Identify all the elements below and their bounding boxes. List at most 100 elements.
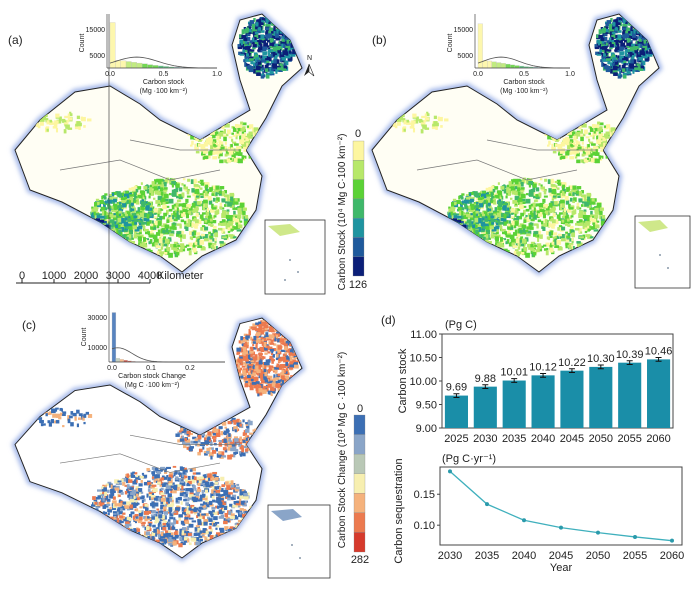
bar-data-label: 10.22 xyxy=(558,357,586,369)
bar-data-label: 9.88 xyxy=(475,373,496,385)
histogram-a: 15000 5000 0.0 0.5 1.0 Carbon stock (Mg ·100 k… xyxy=(79,14,222,95)
series-line xyxy=(449,470,673,542)
histogram-xtick: 0.0 xyxy=(105,71,115,78)
inset-south-china-sea-b xyxy=(634,215,691,289)
xtick-label: 2030 xyxy=(473,433,497,445)
data-point xyxy=(559,525,563,530)
histogram-bar xyxy=(491,61,497,69)
error-bar xyxy=(597,364,604,370)
colorbar-swatch xyxy=(352,217,365,238)
ytick-label: 10.00 xyxy=(409,376,437,388)
data-point xyxy=(522,518,526,523)
panel-label-b: (b) xyxy=(372,33,387,47)
colorbar-swatch xyxy=(353,414,366,435)
histogram-bar xyxy=(496,62,502,69)
error-bar xyxy=(453,393,460,398)
colorbar-swatch xyxy=(353,512,366,533)
unit-label: (Pg C) xyxy=(445,319,477,331)
xlabel: Year xyxy=(550,562,573,574)
ylabel: Carbon sequestration xyxy=(393,458,405,563)
bar xyxy=(647,359,671,428)
data-point xyxy=(448,469,452,474)
colorbar-swatch xyxy=(352,198,365,219)
colorbar-min: 0 xyxy=(357,403,363,415)
line-chart-carbon-sequestration: 0.10 0.15 2030 2035 2040 2045 2050 2055 2060 (Pg … xyxy=(393,453,684,574)
plot-frame xyxy=(439,466,683,546)
histogram-ytick: 15000 xyxy=(454,27,474,34)
north-arrow-icon: N xyxy=(304,55,315,77)
xtick-label: 2030 xyxy=(438,550,462,562)
histogram-xtick: 1.0 xyxy=(565,71,575,78)
xtick-label: 2025 xyxy=(444,433,468,445)
colorbar-label: Carbon Stock Change (10³ Mg C ·100 km⁻²) xyxy=(337,352,348,548)
histogram-xtick: 0.5 xyxy=(519,71,529,78)
histogram-bar xyxy=(119,359,124,363)
data-point xyxy=(596,530,600,535)
bar xyxy=(531,375,555,428)
histogram-xtick: 0.0 xyxy=(473,71,483,78)
bar-data-label: 10.46 xyxy=(645,346,673,358)
panel-label-d: (d) xyxy=(381,313,396,327)
colorbar-min: 0 xyxy=(355,128,361,140)
bar-data-label: 10.39 xyxy=(616,349,644,361)
histogram-bar xyxy=(111,312,117,363)
histogram-xtick: 1.0 xyxy=(212,71,222,78)
histogram-bar xyxy=(109,22,116,69)
histogram-xtick: 0.0 xyxy=(107,365,117,372)
histogram-ytick: 5000 xyxy=(89,53,105,60)
colorbar-swatch xyxy=(353,493,366,514)
histogram-bar xyxy=(487,60,492,69)
xtick-label: 2055 xyxy=(617,433,641,445)
error-bar xyxy=(540,372,547,378)
scale-tick-label: 0 xyxy=(19,270,25,282)
xtick-label: 2060 xyxy=(646,433,670,445)
data-point xyxy=(633,534,637,539)
histogram-xlabel: Carbon stock xyxy=(503,79,545,86)
inset-south-china-sea-a xyxy=(264,219,326,295)
colorbar-swatch xyxy=(352,179,365,200)
histogram-bar xyxy=(152,65,159,69)
data-point xyxy=(485,502,489,507)
colorbar-max: 126 xyxy=(349,279,367,291)
colorbar-label: Carbon Stock (10⁴ Mg C·100 km⁻²) xyxy=(337,134,348,291)
ytick-label: 0.15 xyxy=(414,489,435,501)
bar xyxy=(618,362,642,428)
bar xyxy=(560,370,584,428)
unit-label: (Pg C·yr⁻¹) xyxy=(442,453,496,465)
colorbar-max: 282 xyxy=(351,554,369,566)
bar xyxy=(473,386,497,428)
bar-data-label: 9.69 xyxy=(446,382,467,394)
bar xyxy=(502,380,526,428)
scale-tick-label: 2000 xyxy=(74,270,98,282)
map-carbon-stock-b xyxy=(372,14,659,272)
scale-bar: 0 1000 2000 3000 4000 Kilometer xyxy=(16,270,204,284)
bar-chart-carbon-stock: 9.00 9.50 10.00 10.50 11.00 9.69 2025 9.88 2030 1… xyxy=(397,319,674,445)
data-point xyxy=(670,538,674,543)
xtick-label: 2040 xyxy=(531,433,555,445)
histogram-bar xyxy=(125,61,132,69)
colorbar-carbon-stock-change: 0 282 Carbon Stock Change (10³ Mg C ·100… xyxy=(337,352,369,566)
histogram-bar xyxy=(505,63,511,69)
xtick-label: 2035 xyxy=(475,550,499,562)
histogram-ylabel: Count xyxy=(447,34,454,53)
histogram-xlabel: Carbon stock xyxy=(143,79,185,86)
scale-unit: Kilometer xyxy=(157,270,204,282)
histogram-xunit: (Mg ·100 km⁻²) xyxy=(500,88,548,95)
histogram-ylabel: Count xyxy=(79,34,86,53)
bar-data-label: 10.12 xyxy=(529,361,557,373)
histogram-xtick: 0.2 xyxy=(185,365,195,372)
histogram-bar xyxy=(136,62,143,69)
histogram-bar xyxy=(500,63,506,69)
error-bar xyxy=(626,360,633,366)
ytick-label: 10.50 xyxy=(409,353,437,365)
histogram-ytick: 10000 xyxy=(88,345,108,352)
xtick-label: 2040 xyxy=(512,550,536,562)
histogram-ytick: 5000 xyxy=(457,53,473,60)
error-bar xyxy=(482,384,489,390)
histogram-bar xyxy=(131,62,137,69)
xtick-label: 2045 xyxy=(560,433,584,445)
panel-label-a: (a) xyxy=(8,33,23,47)
colorbar-swatch xyxy=(353,473,366,494)
